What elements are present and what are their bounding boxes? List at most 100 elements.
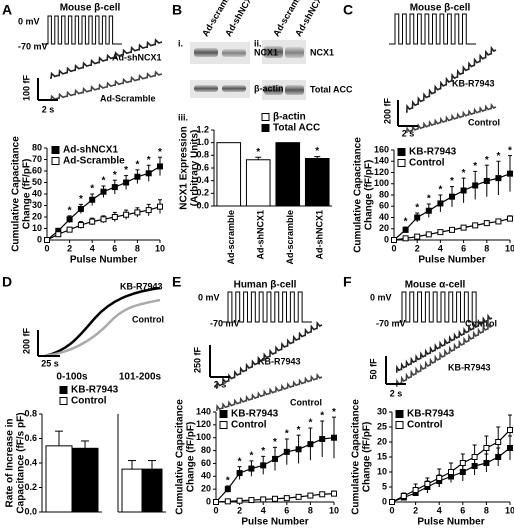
voltage-protocol	[222, 291, 312, 323]
y-tick-label: 1.2	[196, 124, 209, 134]
data-point	[483, 177, 490, 184]
data-point	[224, 498, 231, 505]
data-point	[236, 497, 243, 504]
x-tick-label: 0	[44, 243, 49, 253]
legend-label: Total ACC	[273, 123, 320, 134]
scale-label: 100 fF	[21, 74, 31, 101]
panel-letter: C	[343, 2, 353, 18]
y-tick-label: 20	[201, 484, 211, 494]
y-tick-label: 80	[32, 142, 42, 152]
data-point	[145, 170, 152, 177]
data-point	[283, 448, 290, 455]
x-tick-label: Ad-scramble	[226, 210, 236, 265]
capacitance-trace	[395, 313, 493, 373]
data-point	[449, 193, 455, 200]
data-point	[77, 205, 84, 212]
trace-label: KB-R7943	[448, 362, 491, 372]
data-point	[472, 222, 479, 229]
legend-marker	[219, 421, 228, 429]
scale-label: 250 fF	[192, 346, 202, 373]
x-axis-label: Pulse Number	[70, 255, 137, 266]
x-tick-label: 2	[237, 505, 242, 515]
bar	[216, 142, 242, 207]
data-point	[319, 436, 326, 442]
x-tick-label: 6	[112, 243, 117, 253]
bar	[121, 468, 143, 513]
scale-label: 50 fF	[368, 358, 378, 380]
capacitance-trace	[50, 70, 163, 101]
y-tick-label: 140	[374, 156, 389, 166]
trace-label: Control	[468, 117, 500, 127]
significance-star: *	[249, 450, 253, 461]
capacitance-trace	[50, 38, 163, 79]
y-tick-label: 0.0	[24, 506, 37, 516]
y-tick-label: 15	[377, 451, 387, 461]
data-point	[437, 229, 444, 236]
data-point	[472, 182, 479, 189]
significance-star: *	[261, 446, 265, 457]
data-point	[459, 460, 466, 466]
significance-star: *	[308, 418, 312, 429]
data-point	[100, 188, 107, 195]
data-point	[319, 491, 326, 498]
scale-label: 2 s	[214, 379, 227, 389]
y-tick-label: 20	[32, 211, 42, 221]
scale-label: 2 s	[42, 104, 55, 114]
y-tick-label: 80	[201, 445, 211, 455]
capacitance-trace	[44, 286, 161, 358]
data-point	[495, 218, 502, 225]
trace-label: KB-R7943	[452, 78, 495, 88]
legend-label: KB-R7943	[231, 409, 279, 420]
blot-band	[194, 48, 218, 57]
voltage-protocol	[396, 291, 486, 323]
scale-label: 200 fF	[382, 97, 392, 124]
data-point	[213, 499, 219, 505]
legend-marker	[397, 148, 406, 156]
data-point	[123, 211, 130, 218]
y-tick-label: 120	[374, 167, 389, 177]
x-axis-label: Pulse Number	[417, 517, 484, 528]
legend-marker	[51, 146, 60, 154]
data-point	[272, 495, 278, 502]
legend-marker	[261, 113, 270, 121]
x-axis-label: Pulse Number	[241, 517, 308, 528]
legend-marker	[51, 157, 60, 165]
significance-star: *	[462, 168, 466, 179]
y-tick-label: 60	[32, 165, 42, 175]
capacitance-trace	[406, 45, 497, 113]
y-tick-label: 40	[201, 471, 211, 481]
sub-label: ii.	[254, 38, 262, 48]
blot-image	[190, 80, 250, 98]
scale-label: 200 fF	[21, 327, 31, 354]
voltage-label: -70 mV	[18, 41, 48, 51]
series-line	[46, 206, 161, 241]
x-axis-label: Pulse Number	[418, 255, 485, 266]
y-tick-label: 0	[206, 496, 211, 506]
y-axis-label: Change (fF/pF)	[22, 159, 33, 230]
voltage-protocol	[42, 15, 122, 45]
scale-label: 25 s	[41, 358, 59, 368]
significance-star: *	[124, 165, 128, 176]
y-tick-label: 0.6	[196, 162, 209, 172]
y-axis-label: Capacitance (fF/s pF)	[16, 412, 27, 513]
x-tick-label: 6	[460, 505, 465, 515]
y-axis-label: NCX1 Expression	[179, 126, 190, 209]
data-point	[260, 496, 267, 503]
significance-star: *	[315, 146, 319, 157]
data-point	[507, 215, 513, 222]
y-tick-label: 0.6	[24, 433, 37, 443]
x-tick-label: 0	[213, 505, 218, 515]
data-point	[331, 434, 337, 441]
x-tick-label: 6	[284, 505, 289, 515]
legend-label: Control	[409, 158, 445, 169]
data-point	[414, 233, 421, 240]
data-point	[89, 218, 96, 225]
voltage-label: 0 mV	[198, 292, 220, 302]
y-tick-label: 0.2	[24, 482, 37, 492]
y-tick-label: 70	[32, 154, 42, 164]
voltage-label: 0 mV	[370, 292, 392, 302]
trace-label: Control	[290, 397, 322, 407]
blot-band	[264, 46, 283, 58]
y-tick-label: 1.0	[196, 137, 209, 147]
